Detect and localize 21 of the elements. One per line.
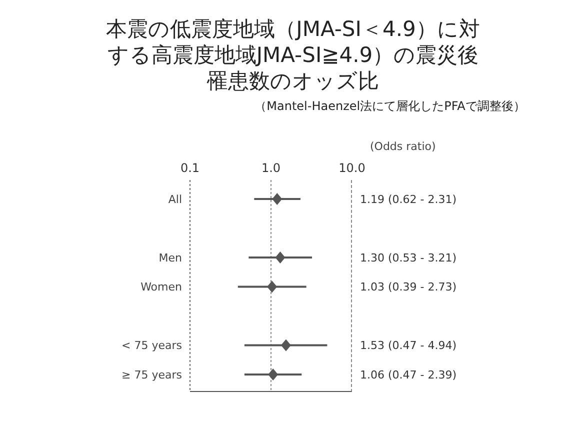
- point: [272, 193, 282, 206]
- x-axis-title: (Odds ratio): [370, 140, 436, 153]
- chart-title: 本震の低震度地域（JMA-SI＜4.9）に対する高震度地域JMA-SI≧4.9）の震災後罹患数のオッズ比: [105, 16, 481, 94]
- y-tick-label: Women: [140, 280, 182, 294]
- point: [280, 339, 291, 352]
- y-tick-label: < 75 years: [122, 339, 182, 352]
- data-label: 1.06 (0.47 - 2.39): [360, 368, 457, 382]
- y-tick-label: ≥ 75 years: [122, 368, 182, 382]
- point: [275, 251, 286, 264]
- data-label: 1.03 (0.39 - 2.73): [360, 280, 457, 294]
- text: （Mantel-Haenzel法にて層化したPFAで調整後）: [254, 98, 526, 115]
- x-tick-label: 10.0: [338, 161, 366, 175]
- data-label: 1.30 (0.53 - 3.21): [360, 251, 457, 264]
- y-tick-label: All: [168, 192, 182, 206]
- x-tick-label: 1.0: [261, 161, 281, 175]
- y-tick-label: Men: [158, 251, 182, 264]
- data-label: 1.53 (0.47 - 4.94): [360, 339, 457, 352]
- x-tick-label: 0.1: [180, 161, 200, 175]
- data-label: 1.19 (0.62 - 2.31): [360, 193, 457, 206]
- point: [267, 280, 278, 293]
- point: [268, 368, 278, 380]
